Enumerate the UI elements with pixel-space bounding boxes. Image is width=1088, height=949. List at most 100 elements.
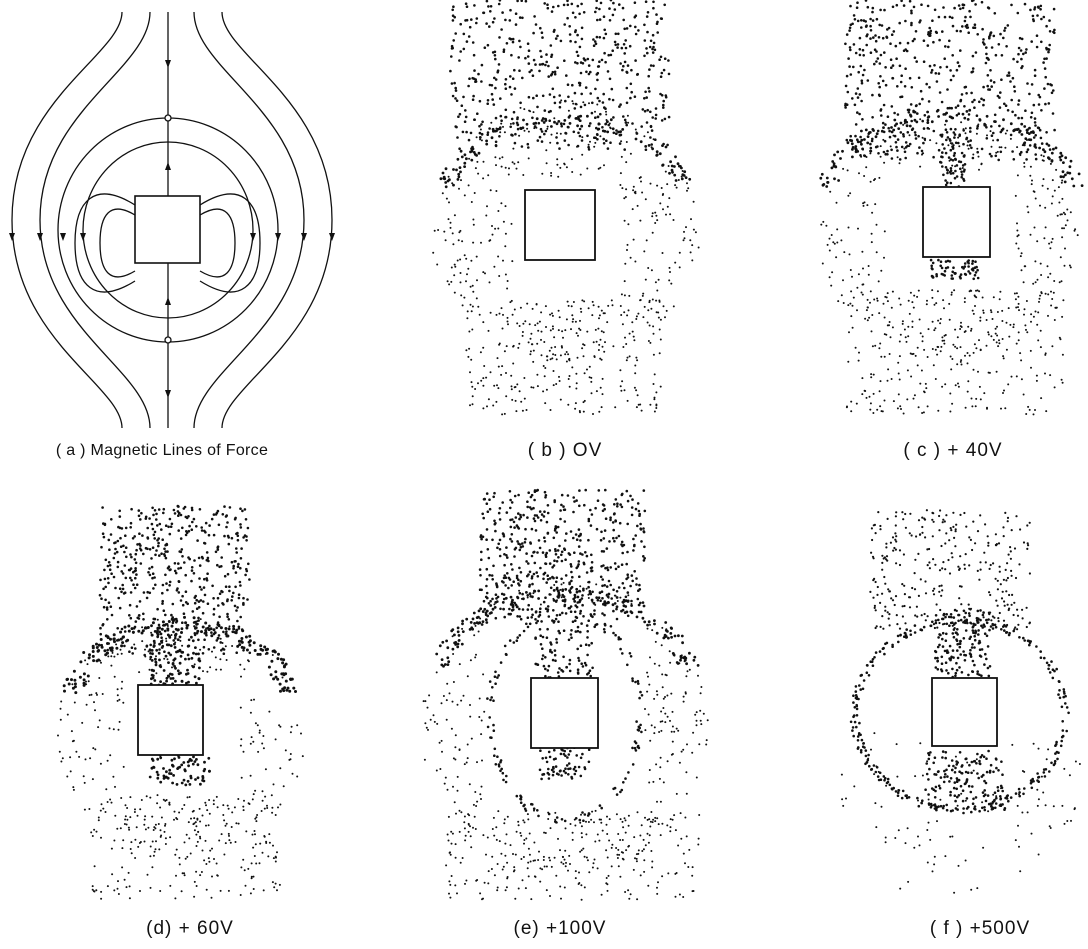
particle-dot	[155, 672, 158, 675]
particle-dot	[830, 284, 833, 287]
particle-dot	[216, 563, 219, 567]
particle-dot	[202, 645, 206, 649]
particle-dot	[568, 385, 571, 388]
particle-dot	[913, 131, 917, 134]
particle-dot	[634, 507, 638, 511]
particle-dot	[104, 811, 107, 813]
particle-dot	[911, 320, 914, 323]
particle-dot	[84, 758, 87, 761]
particle-dot	[459, 22, 462, 26]
particle-dot	[181, 807, 184, 810]
particle-dot	[135, 826, 138, 829]
particle-dot	[941, 336, 944, 339]
particle-dot	[948, 302, 951, 305]
particle-dot	[502, 533, 505, 536]
particle-dot	[138, 600, 142, 603]
particle-dot	[558, 94, 561, 97]
particle-dot	[509, 8, 512, 12]
particle-dot	[840, 294, 843, 297]
particle-dot	[549, 141, 552, 144]
particle-dot	[130, 579, 133, 582]
particle-dot	[146, 526, 149, 530]
particle-dot	[1048, 242, 1051, 245]
particle-dot	[538, 63, 542, 66]
particle-dot	[236, 606, 239, 609]
particle-dot	[493, 50, 497, 54]
particle-dot	[519, 515, 523, 519]
particle-dot	[183, 561, 186, 564]
particle-dot	[612, 1, 615, 5]
particle-dot	[465, 257, 468, 260]
particle-dot	[942, 173, 945, 177]
particle-dot	[619, 184, 622, 186]
particle-dot	[557, 309, 560, 312]
particle-dot	[160, 834, 163, 837]
particle-dot	[509, 525, 513, 529]
particle-dot	[510, 600, 514, 604]
particle-dot	[494, 601, 498, 604]
particle-dot	[185, 530, 188, 533]
particle-dot	[1016, 222, 1018, 225]
particle-dot	[87, 680, 90, 683]
particle-dot	[983, 392, 986, 395]
particle-dot	[566, 83, 570, 86]
particle-dot	[1025, 328, 1027, 331]
particle-dot	[508, 85, 512, 89]
particle-dot	[70, 678, 73, 682]
particle-dot	[1042, 159, 1045, 162]
particle-dot	[880, 114, 883, 117]
particle-dot	[874, 344, 877, 347]
particle-dot	[550, 643, 553, 646]
particle-dot	[878, 347, 881, 350]
particle-dot	[211, 650, 213, 653]
particle-dot	[644, 148, 648, 151]
particle-dot	[623, 148, 626, 151]
particle-dot	[646, 321, 649, 324]
particle-dot	[979, 319, 982, 322]
particle-dot	[497, 210, 500, 212]
particle-dot	[590, 598, 594, 602]
particle-dot	[685, 226, 687, 229]
particle-dot	[192, 823, 195, 826]
particle-dot	[878, 23, 881, 27]
particle-dot	[586, 368, 588, 371]
particle-dot	[156, 524, 159, 527]
particle-dot	[517, 493, 520, 497]
particle-dot	[513, 526, 516, 529]
particle-dot	[902, 123, 905, 126]
particle-dot	[570, 636, 573, 639]
particle-dot	[256, 652, 260, 656]
particle-dot	[470, 259, 473, 262]
particle-dot	[193, 817, 196, 820]
particle-dot	[592, 341, 595, 344]
particle-dot	[249, 742, 252, 745]
particle-dot	[954, 128, 957, 131]
particle-dot	[612, 528, 615, 532]
particle-dot	[129, 521, 133, 525]
particle-dot	[652, 41, 656, 45]
particle-dot	[587, 519, 591, 523]
particle-dot	[851, 326, 854, 329]
particle-dot	[560, 559, 564, 563]
particle-dot	[158, 522, 162, 526]
particle-dot	[945, 119, 948, 123]
particle-dot	[526, 574, 529, 578]
particle-dot	[1047, 314, 1049, 317]
particle-dot	[158, 630, 161, 634]
particle-dot	[235, 822, 238, 825]
particle-dot	[261, 790, 264, 793]
particle-dot	[551, 325, 554, 328]
particle-dot	[603, 28, 606, 32]
particle-dot	[903, 85, 907, 88]
particle-dot	[1045, 57, 1048, 60]
particle-dot	[570, 2, 574, 6]
particle-dot	[201, 814, 204, 817]
particle-dot	[574, 619, 577, 622]
particle-dot	[465, 617, 469, 621]
particle-dot	[496, 595, 500, 599]
particle-dot	[1063, 264, 1066, 267]
particle-dot	[913, 37, 916, 41]
particle-dot	[66, 713, 69, 716]
particle-dot	[533, 489, 537, 492]
particle-dot	[250, 877, 253, 880]
